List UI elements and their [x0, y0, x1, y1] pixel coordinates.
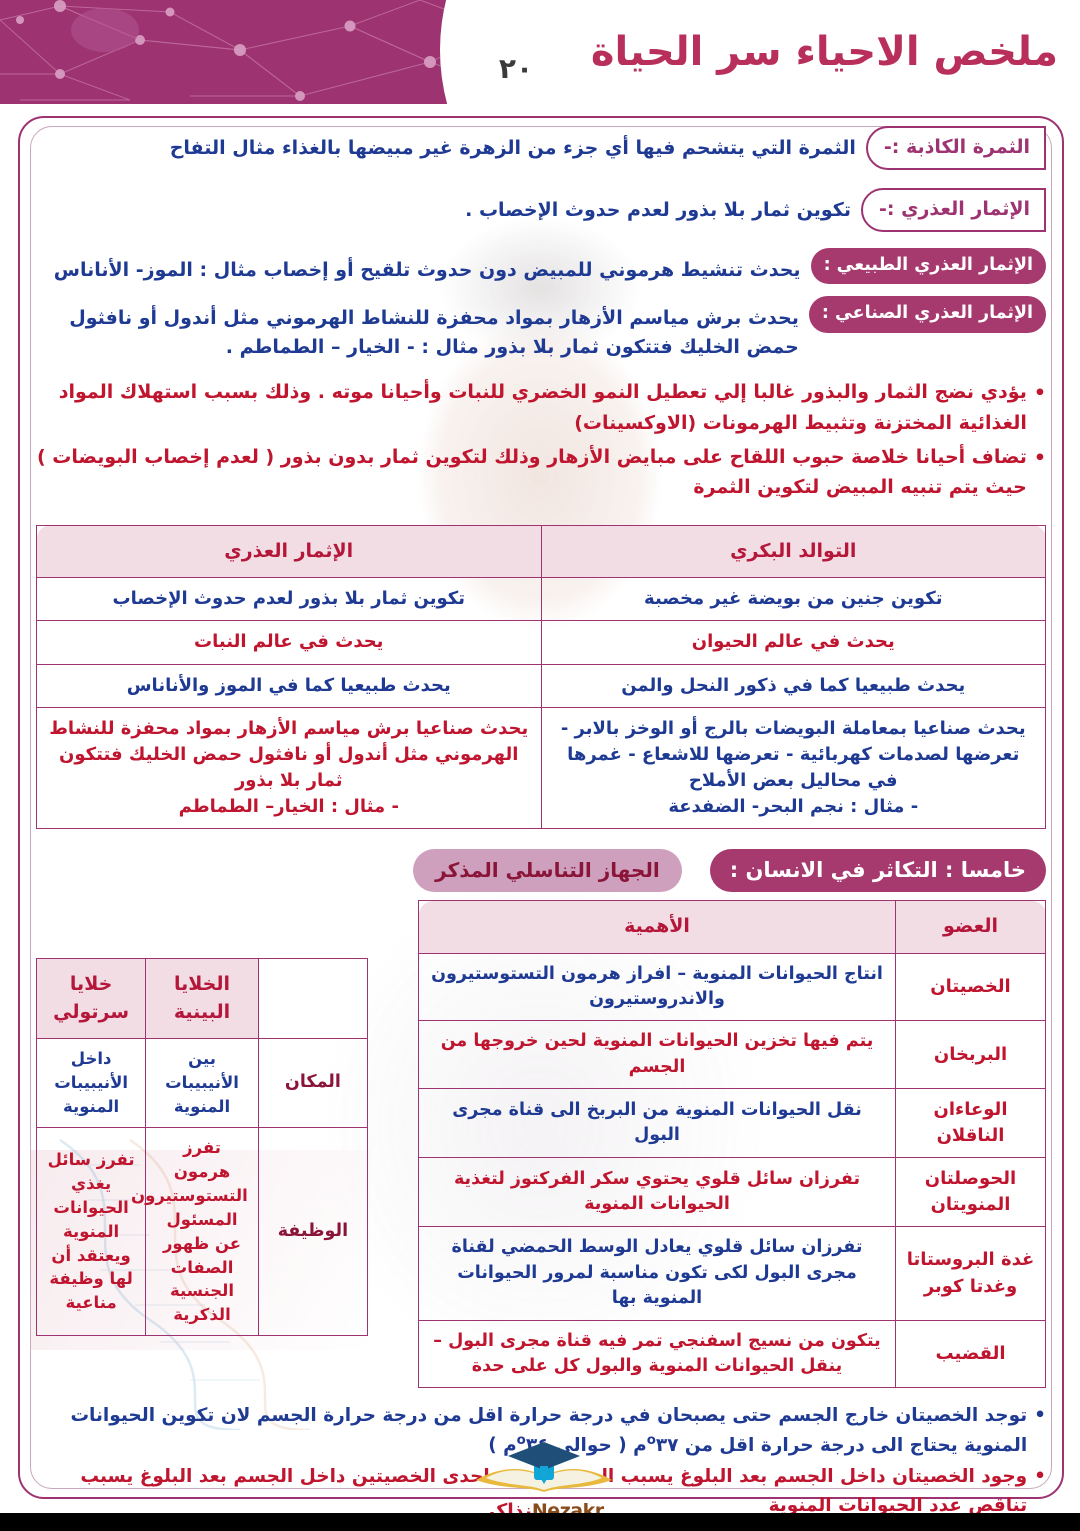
- bullet-item: • تضاف أحيانا خلاصة حبوب اللقاح على مباي…: [36, 442, 1046, 503]
- table-row: الحوصلتان المنويتان تفرزان سائل قلوي يحت…: [418, 1157, 1046, 1228]
- definition-term-natural-parthenocarpy: الإثمار العذري الطبيعي :: [810, 247, 1046, 285]
- definition-text-parthenocarpy: تكوين ثمار بلا بذور لعدم حدوث الإخصاب .: [465, 198, 851, 221]
- bullet-dot-icon: •: [1033, 382, 1046, 405]
- definition-row-false-fruit: الثمرة الكاذبة :- الثمرة التي يتشحم فيها…: [36, 126, 1046, 170]
- table-row: يحدث صناعيا بمعاملة البويضات بالرج أو ال…: [36, 706, 1046, 830]
- organ-importance-table: العضو الأهمية الخصيتان انتاج الحيوانات ا…: [418, 900, 1046, 1389]
- table-row: الوظيفة تفرز هرمون التستوستيرون المسئول …: [35, 1126, 369, 1337]
- cell-importance-seminal-vesicles: تفرزان سائل قلوي يحتوي سكر الفركتوز لتغذ…: [418, 1157, 896, 1228]
- cell-interstitial-function: تفرز هرمون التستوستيرون المسئول عن ظهور …: [131, 1126, 259, 1337]
- cell-parthenocarpy-definition: تكوين ثمار بلا بذور لعدم حدوث الإخصاب: [36, 577, 542, 622]
- cell-organ-testes: الخصيتان: [895, 952, 1046, 1022]
- definition-text-natural-parthenocarpy: يحدث تنشيط هرموني للمبيض دون حدوث تلقيح …: [53, 258, 801, 281]
- cell-organ-prostate-cowper: غدة البروستاتا وغدتا كوبر: [895, 1226, 1046, 1321]
- section-subtitle-male-reproductive-system: الجهاز التناسلي المذكر: [413, 849, 682, 893]
- note-text-part2: م ): [488, 1435, 517, 1457]
- cell-importance-vas-deferens: نقل الحيوانات المنوية من البربخ الى قناة…: [418, 1088, 896, 1159]
- column-header-empty-corner: [257, 958, 369, 1040]
- column-header-parthenogenesis: التوالد البكري: [540, 524, 1046, 579]
- table-row: الوعاءان الناقلان نقل الحيوانات المنوية …: [418, 1088, 1046, 1159]
- table-row: يحدث طبيعيا كما في ذكور النحل والمن يحدث…: [36, 663, 1046, 708]
- page-number-badge: ٢٠: [482, 30, 550, 104]
- degree-icon: o: [646, 1433, 656, 1449]
- temperature-value-body: ٣٧: [655, 1435, 679, 1457]
- bullet-text: تضاف أحيانا خلاصة حبوب اللقاح على مبايض …: [37, 446, 1027, 499]
- note-item-infertility: • وجود الخصيتان داخل الجسم بعد البلوغ يس…: [36, 1463, 1046, 1520]
- table-header-row: العضو الأهمية: [418, 900, 1046, 954]
- bullet-dot-icon: •: [1033, 447, 1046, 470]
- definition-row-parthenocarpy: الإثمار العذري :- تكوين ثمار بلا بذور لع…: [36, 187, 1046, 232]
- bullet-dot-icon: •: [1034, 1465, 1046, 1487]
- section-title-human-reproduction: خامسا : التكاثر في الانسان :: [709, 849, 1046, 893]
- page-header-banner: ملخص الاحياء سر الحياة ٢٠: [0, 0, 1080, 104]
- definition-term-artificial-parthenocarpy: الإثمار العذري الصناعي :: [808, 296, 1046, 333]
- temperature-value-testes: ٣٤: [525, 1435, 549, 1457]
- note-item-temperature: • توجد الخصيتان خارج الجسم حتى يصبحان في…: [36, 1402, 1046, 1461]
- row-header-location: المكان: [257, 1038, 369, 1128]
- cell-importance-penis: يتكون من نسيج اسفنجي تمر فيه قناة مجرى ا…: [418, 1319, 896, 1389]
- definition-text-false-fruit: الثمرة التي يتشحم فيها أي جزء من الزهرة …: [169, 137, 856, 159]
- cell-sertoli-location: داخل الأنيبيبات المنوية: [35, 1038, 147, 1128]
- banner-ring-curve: [580, 0, 1080, 104]
- column-header-parthenocarpy: الإثمار العذري: [36, 524, 542, 579]
- definition-text-artificial-parthenocarpy: يحدث برش مياسم الأزهار بمواد محفزة للنشا…: [69, 307, 799, 358]
- cell-organ-vas-deferens: الوعاءان الناقلان: [895, 1088, 1046, 1159]
- cell-parthenogenesis-definition: تكوين جنين من بويضة غير مخصبة: [540, 577, 1046, 622]
- table-row: تكوين جنين من بويضة غير مخصبة تكوين ثمار…: [36, 577, 1046, 622]
- cell-importance-epididymis: يتم فيها تخزين الحيوانات المنوية لحين خر…: [418, 1020, 896, 1090]
- bullet-list-fruit-ripening: • يؤدي نضج الثمار والبذور غالبا إلي تعطي…: [36, 377, 1046, 503]
- cell-parthenogenesis-artificial: يحدث صناعيا بمعاملة البويضات بالرج أو ال…: [540, 706, 1046, 830]
- definition-row-natural-parthenocarpy: الإثمار العذري الطبيعي : يحدث تنشيط هرمو…: [36, 247, 1046, 285]
- notes-list-testes-temperature: • توجد الخصيتان خارج الجسم حتى يصبحان في…: [36, 1402, 1046, 1520]
- cell-parthenocarpy-kingdom: يحدث في عالم النبات: [36, 620, 542, 665]
- column-header-importance: الأهمية: [418, 900, 896, 954]
- section-heading-row: خامسا : التكاثر في الانسان : الجهاز التن…: [36, 849, 1046, 893]
- cell-organ-penis: القضيب: [895, 1319, 1046, 1389]
- cell-parthenogenesis-natural: يحدث طبيعيا كما في ذكور النحل والمن: [540, 663, 1046, 708]
- definition-term-false-fruit: الثمرة الكاذبة :-: [865, 126, 1046, 170]
- cell-parthenocarpy-artificial: يحدث صناعيا برش مياسم الأزهار بمواد محفز…: [36, 706, 542, 830]
- table-row: القضيب يتكون من نسيج اسفنجي تمر فيه قناة…: [418, 1319, 1046, 1389]
- table-header-row: الخلايا البينية خلايا سرتولي: [35, 958, 369, 1040]
- degree-icon: o: [516, 1433, 526, 1449]
- cell-organ-seminal-vesicles: الحوصلتان المنويتان: [895, 1157, 1046, 1228]
- table-row: الخصيتان انتاج الحيوانات المنوية – افراز…: [418, 952, 1046, 1022]
- cell-organ-epididymis: البربخان: [895, 1020, 1046, 1090]
- definition-row-artificial-parthenocarpy: الإثمار العذري الصناعي : يحدث برش مياسم …: [36, 296, 1046, 361]
- bullet-dot-icon: •: [1034, 1405, 1046, 1427]
- cell-interstitial-location: بين الأنيبيبات المنوية: [145, 1038, 259, 1128]
- footer-black-bar: [0, 1513, 1080, 1531]
- cells-comparison-table: الخلايا البينية خلايا سرتولي المكان بين …: [35, 958, 369, 1337]
- column-header-organ: العضو: [895, 900, 1046, 954]
- comparison-table-parthenogenesis-vs-parthenocarpy: التوالد البكري الإثمار العذري تكوين جنين…: [36, 524, 1046, 830]
- note-text-infertility: وجود الخصيتان داخل الجسم بعد البلوغ يسبب…: [80, 1465, 1028, 1516]
- note-text-middle: م ( حوالى: [548, 1435, 647, 1457]
- page-title: ملخص الاحياء سر الحياة: [590, 29, 1059, 75]
- column-header-sertoli-cells: خلايا سرتولي: [35, 958, 147, 1040]
- note-text-temperature: توجد الخصيتان خارج الجسم حتى يصبحان في د…: [36, 1402, 1027, 1461]
- page-content: الثمرة الكاذبة :- الثمرة التي يتشحم فيها…: [35, 126, 1046, 1522]
- bullet-item: • يؤدي نضج الثمار والبذور غالبا إلي تعطي…: [36, 377, 1046, 438]
- table-row: البربخان يتم فيها تخزين الحيوانات المنوي…: [418, 1020, 1046, 1090]
- cell-sertoli-function: تفرز سائل يغذي الحيوانات المنوية ويعتقد …: [35, 1126, 147, 1337]
- cell-importance-testes: انتاج الحيوانات المنوية – افراز هرمون ال…: [418, 952, 896, 1022]
- cell-parthenocarpy-natural: يحدث طبيعيا كما في الموز والأناناس: [36, 663, 542, 708]
- cell-importance-prostate-cowper: تفرزان سائل قلوي يعادل الوسط الحمضي لقنا…: [418, 1226, 896, 1321]
- table-header-row: التوالد البكري الإثمار العذري: [36, 524, 1046, 579]
- row-header-function: الوظيفة: [257, 1126, 369, 1337]
- table-row: المكان بين الأنيبيبات المنوية داخل الأني…: [35, 1038, 369, 1128]
- definition-term-parthenocarpy: الإثمار العذري :-: [860, 187, 1046, 232]
- mid-section-tables: العضو الأهمية الخصيتان انتاج الحيوانات ا…: [35, 900, 1046, 1389]
- bullet-text: يؤدي نضج الثمار والبذور غالبا إلي تعطيل …: [58, 381, 1027, 434]
- page-outer-border: [18, 116, 1064, 1499]
- note-text-part1: توجد الخصيتان خارج الجسم حتى يصبحان في د…: [70, 1405, 1028, 1457]
- table-row: يحدث في عالم الحيوان يحدث في عالم النبات: [36, 620, 1046, 665]
- table-row: غدة البروستاتا وغدتا كوبر تفرزان سائل قل…: [418, 1226, 1046, 1321]
- cell-parthenogenesis-kingdom: يحدث في عالم الحيوان: [540, 620, 1046, 665]
- column-header-interstitial-cells: الخلايا البينية: [145, 958, 259, 1040]
